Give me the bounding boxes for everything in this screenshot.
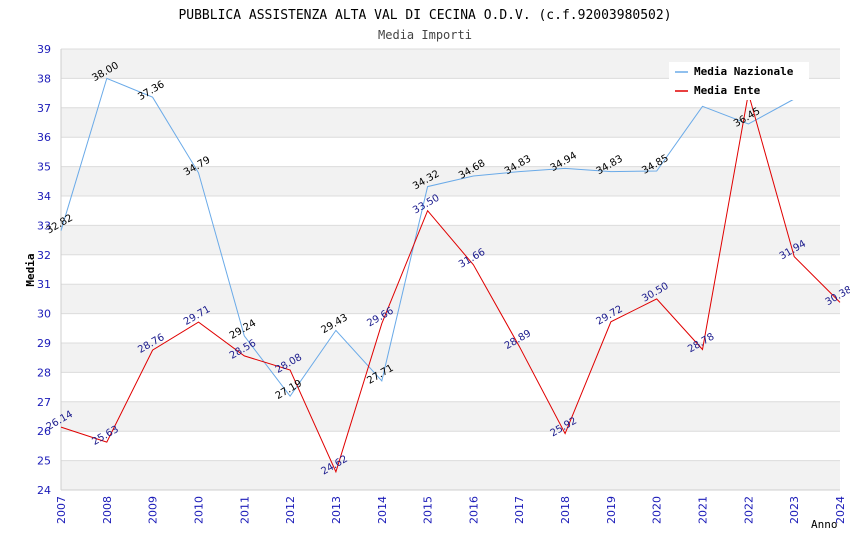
band-30 — [61, 284, 840, 314]
y-tick-label-28: 28 — [37, 366, 51, 379]
series-line-nazionale — [60, 77, 795, 398]
y-axis-title: Media — [24, 253, 37, 286]
x-tick-label-2016: 2016 — [467, 496, 480, 524]
y-tick-label-27: 27 — [37, 396, 51, 409]
y-tick-label-26: 26 — [37, 425, 51, 438]
band-28 — [61, 343, 840, 373]
x-tick-label-2020: 2020 — [651, 496, 664, 524]
x-tick-label-2017: 2017 — [513, 496, 526, 524]
y-tick-label-29: 29 — [37, 337, 51, 350]
legend-box — [669, 62, 809, 100]
x-tick-label-2021: 2021 — [697, 496, 710, 524]
y-tick-label-36: 36 — [37, 131, 51, 144]
band-35 — [61, 137, 840, 167]
x-tick-label-2015: 2015 — [422, 496, 435, 524]
y-tick-label-33: 33 — [37, 219, 51, 232]
y-tick-label-34: 34 — [37, 190, 51, 203]
x-axis-title: Anno — [811, 518, 838, 531]
y-tick-label-38: 38 — [37, 72, 51, 85]
chart-subtitle: Media Importi — [378, 28, 472, 42]
y-tick-label-25: 25 — [37, 455, 51, 468]
band-24 — [61, 460, 840, 490]
plot-background — [61, 49, 840, 490]
x-tick-label-2008: 2008 — [101, 496, 114, 524]
x-tick-label-2024: 2024 — [834, 496, 847, 524]
band-32 — [61, 225, 840, 255]
x-tick-label-2010: 2010 — [192, 496, 205, 524]
band-25 — [61, 431, 840, 461]
band-29 — [61, 313, 840, 343]
band-27 — [61, 372, 840, 402]
legend-label-ente: Media Ente — [694, 84, 761, 97]
legend-label-nazionale: Media Nazionale — [694, 65, 794, 78]
x-tick-label-2009: 2009 — [147, 496, 160, 524]
series-line-ente — [60, 93, 841, 474]
y-axis-ticks: 24 25 26 27 28 29 30 31 32 33 34 35 36 37 38 39 — [37, 43, 51, 497]
y-tick-label-31: 31 — [37, 278, 51, 291]
band-31 — [61, 254, 840, 285]
y-tick-label-30: 30 — [37, 308, 51, 321]
x-tick-label-2018: 2018 — [559, 496, 572, 524]
x-tick-label-2023: 2023 — [788, 496, 801, 524]
x-tick-label-2022: 2022 — [742, 496, 755, 524]
axes — [60, 49, 840, 491]
chart-title: PUBBLICA ASSISTENZA ALTA VAL DI CECINA O… — [178, 8, 671, 23]
y-tick-label-37: 37 — [37, 102, 51, 115]
x-tick-label-2011: 2011 — [238, 496, 251, 524]
legend: Media Nazionale Media Ente — [669, 62, 809, 100]
x-tick-label-2013: 2013 — [330, 496, 343, 524]
y-tick-label-24: 24 — [37, 484, 51, 497]
x-tick-label-2019: 2019 — [605, 496, 618, 524]
band-36 — [61, 107, 840, 138]
x-tick-label-2014: 2014 — [376, 496, 389, 524]
y-tick-label-32: 32 — [37, 249, 51, 262]
series-lines — [60, 77, 841, 474]
x-tick-label-2012: 2012 — [284, 496, 297, 524]
x-tick-label-2007: 2007 — [55, 496, 68, 524]
band-26 — [61, 401, 840, 432]
band-33 — [61, 196, 840, 226]
y-tick-label-39: 39 — [37, 43, 51, 56]
y-tick-label-35: 35 — [37, 161, 51, 174]
x-axis-ticks: 2007 2008 2009 2010 2011 2012 2013 2014 2015 2016… — [55, 496, 847, 524]
gridlines — [61, 48, 840, 491]
